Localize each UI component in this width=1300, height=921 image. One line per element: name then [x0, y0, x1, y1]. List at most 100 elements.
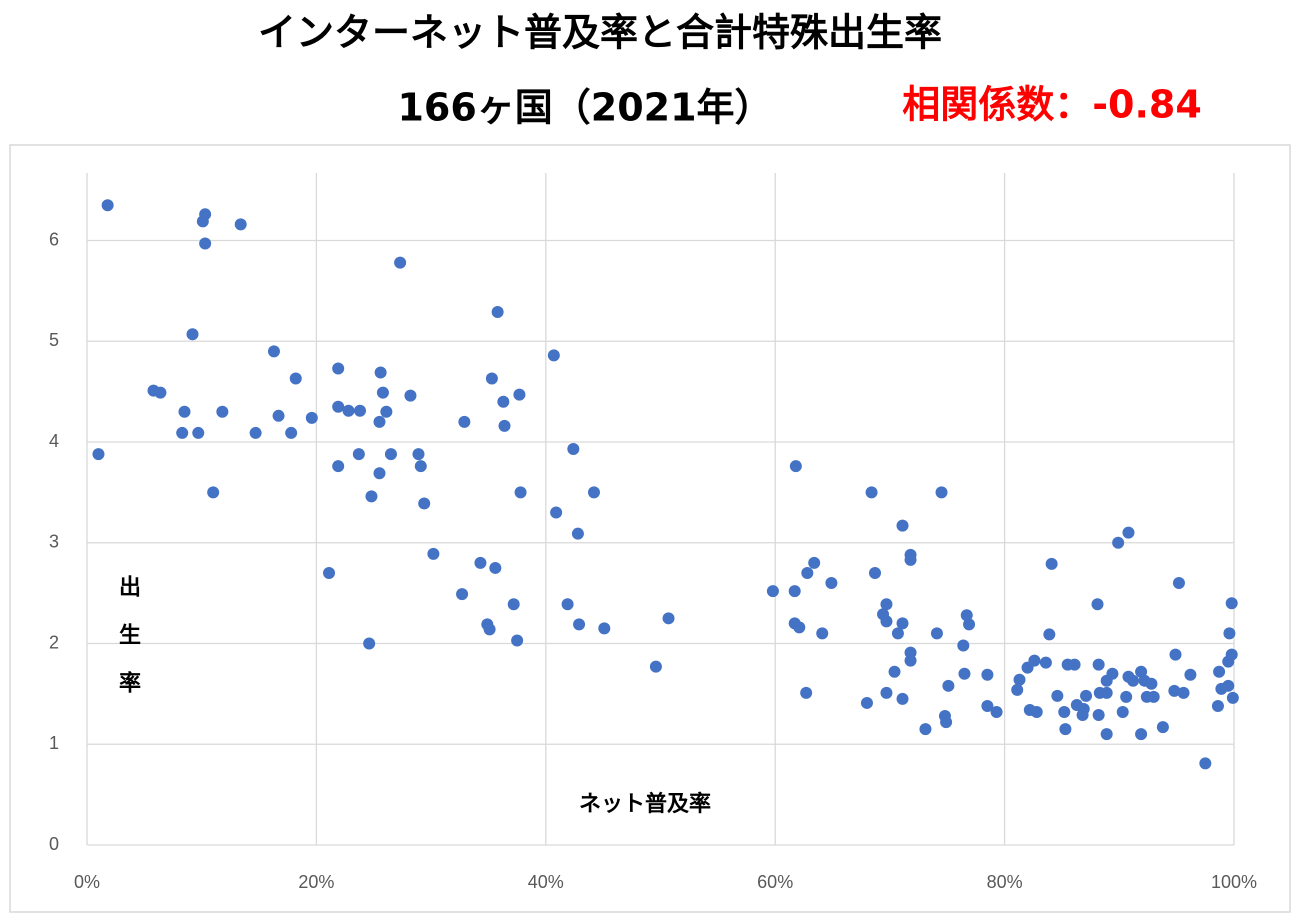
- data-point: [1100, 674, 1113, 687]
- data-point: [808, 556, 821, 569]
- data-point: [1039, 656, 1052, 669]
- data-point: [788, 585, 801, 598]
- data-point: [896, 519, 909, 532]
- data-point: [1076, 709, 1089, 722]
- data-point: [1177, 686, 1190, 699]
- data-point: [800, 686, 813, 699]
- data-point: [196, 215, 209, 228]
- x-tick-label: 40%: [528, 872, 564, 892]
- data-point: [880, 615, 893, 628]
- data-point: [825, 577, 838, 590]
- data-point: [957, 639, 970, 652]
- data-point: [793, 621, 806, 634]
- data-point: [234, 218, 247, 231]
- data-point: [485, 372, 498, 385]
- data-point: [935, 486, 948, 499]
- data-point: [1011, 683, 1024, 696]
- data-point: [249, 426, 262, 439]
- data-point: [456, 588, 469, 601]
- data-point: [571, 527, 584, 540]
- data-point: [860, 696, 873, 709]
- data-point: [547, 349, 560, 362]
- data-point: [981, 699, 994, 712]
- data-point: [497, 395, 510, 408]
- data-point: [514, 486, 527, 499]
- data-point: [1116, 706, 1129, 719]
- data-point: [649, 660, 662, 673]
- data-point: [930, 627, 943, 640]
- y-tick-label: 1: [49, 733, 59, 753]
- data-point: [267, 345, 280, 358]
- data-point: [1147, 690, 1160, 703]
- data-point: [513, 388, 526, 401]
- data-point: [766, 585, 779, 598]
- data-point: [1120, 690, 1133, 703]
- data-point: [1211, 699, 1224, 712]
- data-point: [1013, 673, 1026, 686]
- data-point: [178, 405, 191, 418]
- y-tick-label: 4: [49, 431, 59, 451]
- data-point: [1135, 728, 1148, 741]
- data-point: [199, 237, 212, 250]
- data-point: [458, 415, 471, 428]
- data-point: [567, 443, 580, 456]
- correlation-annotation: 相関係数：-0.84: [902, 83, 1202, 127]
- chart-frame: [9, 144, 1291, 913]
- data-point: [176, 426, 189, 439]
- data-point: [1112, 536, 1125, 549]
- data-point: [1030, 706, 1043, 719]
- data-point: [550, 506, 563, 519]
- data-point: [186, 328, 199, 341]
- data-point: [363, 637, 376, 650]
- data-point: [272, 409, 285, 422]
- data-point: [1080, 689, 1093, 702]
- data-point: [154, 386, 167, 399]
- data-point: [904, 553, 917, 566]
- data-point: [801, 566, 814, 579]
- data-point: [285, 426, 298, 439]
- data-point: [1127, 674, 1140, 687]
- data-point: [332, 362, 345, 375]
- data-point: [332, 460, 345, 473]
- data-point: [1145, 677, 1158, 690]
- data-point: [789, 460, 802, 473]
- data-point: [1043, 628, 1056, 641]
- chart-title: インターネット普及率と合計特殊出生率: [258, 11, 942, 55]
- data-point: [305, 411, 318, 424]
- data-point: [880, 686, 893, 699]
- data-point: [1222, 655, 1235, 668]
- data-point: [1058, 706, 1071, 719]
- data-point: [963, 618, 976, 631]
- data-point: [958, 667, 971, 680]
- data-point: [394, 256, 407, 269]
- data-point: [1168, 684, 1181, 697]
- x-tick-label: 100%: [1211, 872, 1257, 892]
- data-point: [891, 627, 904, 640]
- x-tick-label: 80%: [987, 872, 1023, 892]
- y-tick-label: 3: [49, 532, 59, 552]
- data-point: [896, 617, 909, 630]
- data-point: [332, 400, 345, 413]
- data-point: [662, 612, 675, 625]
- data-point: [896, 692, 909, 705]
- data-point: [1135, 665, 1148, 678]
- data-point: [491, 306, 504, 319]
- data-point: [868, 566, 881, 579]
- data-point: [342, 404, 355, 417]
- data-point: [192, 426, 205, 439]
- y-tick-label: 0: [49, 834, 59, 854]
- data-point: [865, 486, 878, 499]
- data-point: [1122, 526, 1135, 539]
- data-point: [353, 404, 366, 417]
- data-point: [1051, 689, 1064, 702]
- data-point: [919, 723, 932, 736]
- data-point: [960, 609, 973, 622]
- chart-subtitle: 166ヶ国（2021年）: [397, 86, 772, 130]
- data-point: [816, 627, 829, 640]
- data-point: [92, 448, 105, 461]
- x-tick-label: 20%: [298, 872, 334, 892]
- data-point: [418, 497, 431, 510]
- data-point: [352, 448, 365, 461]
- data-point: [216, 405, 229, 418]
